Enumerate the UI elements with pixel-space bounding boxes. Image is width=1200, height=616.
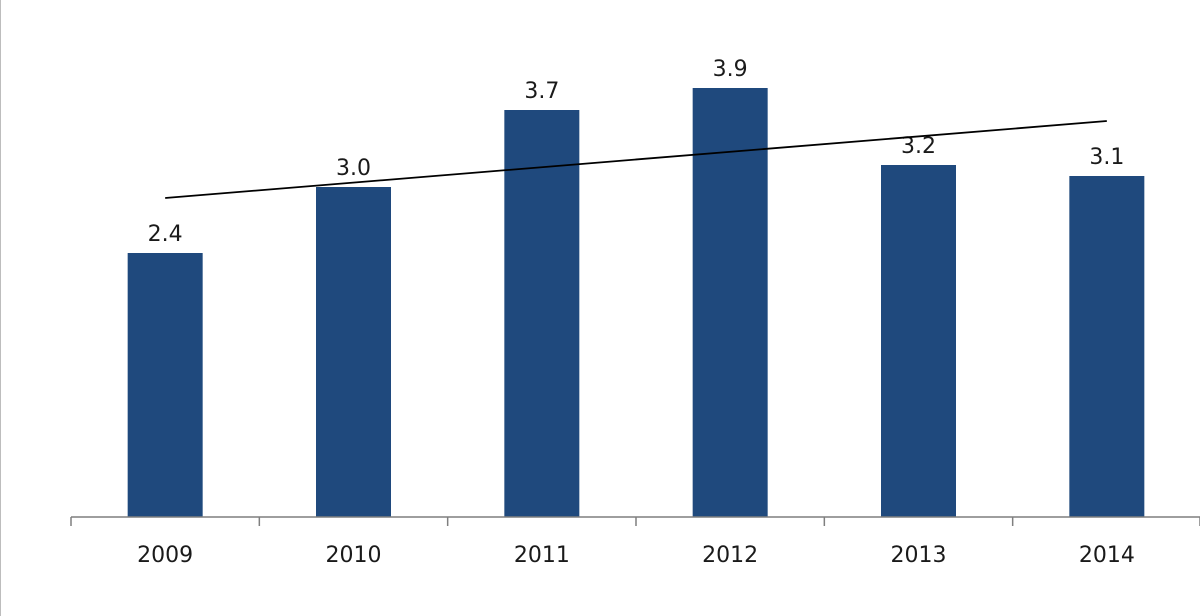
bar-2010 <box>316 187 391 517</box>
value-label-2012: 3.9 <box>713 57 748 82</box>
trendline <box>165 120 1107 199</box>
x-tick-label-2014: 2014 <box>1079 543 1135 568</box>
x-tick-label-2009: 2009 <box>137 543 193 568</box>
bar-2014 <box>1069 176 1145 517</box>
bar-2011 <box>504 110 580 517</box>
bar-2009 <box>127 253 203 517</box>
x-tick-label-2013: 2013 <box>891 543 947 568</box>
value-label-2014: 3.1 <box>1089 145 1124 170</box>
bar-2012 <box>692 88 768 517</box>
x-axis <box>70 516 1200 526</box>
x-tick-label-2011: 2011 <box>514 543 570 568</box>
x-axis-ticks <box>70 517 1200 526</box>
value-label-2010: 3.0 <box>336 156 371 181</box>
value-label-2011: 3.7 <box>524 79 559 104</box>
x-axis-labels: 2009 2010 2011 2012 2013 2014 <box>137 543 1135 568</box>
bar-2013 <box>881 165 956 517</box>
value-label-2009: 2.4 <box>148 222 183 247</box>
bars-group <box>127 88 1145 517</box>
value-labels-group: 2.43.03.73.93.2 3.1 <box>148 57 1125 247</box>
x-tick-label-2010: 2010 <box>326 543 382 568</box>
x-tick-label-2012: 2012 <box>702 543 758 568</box>
